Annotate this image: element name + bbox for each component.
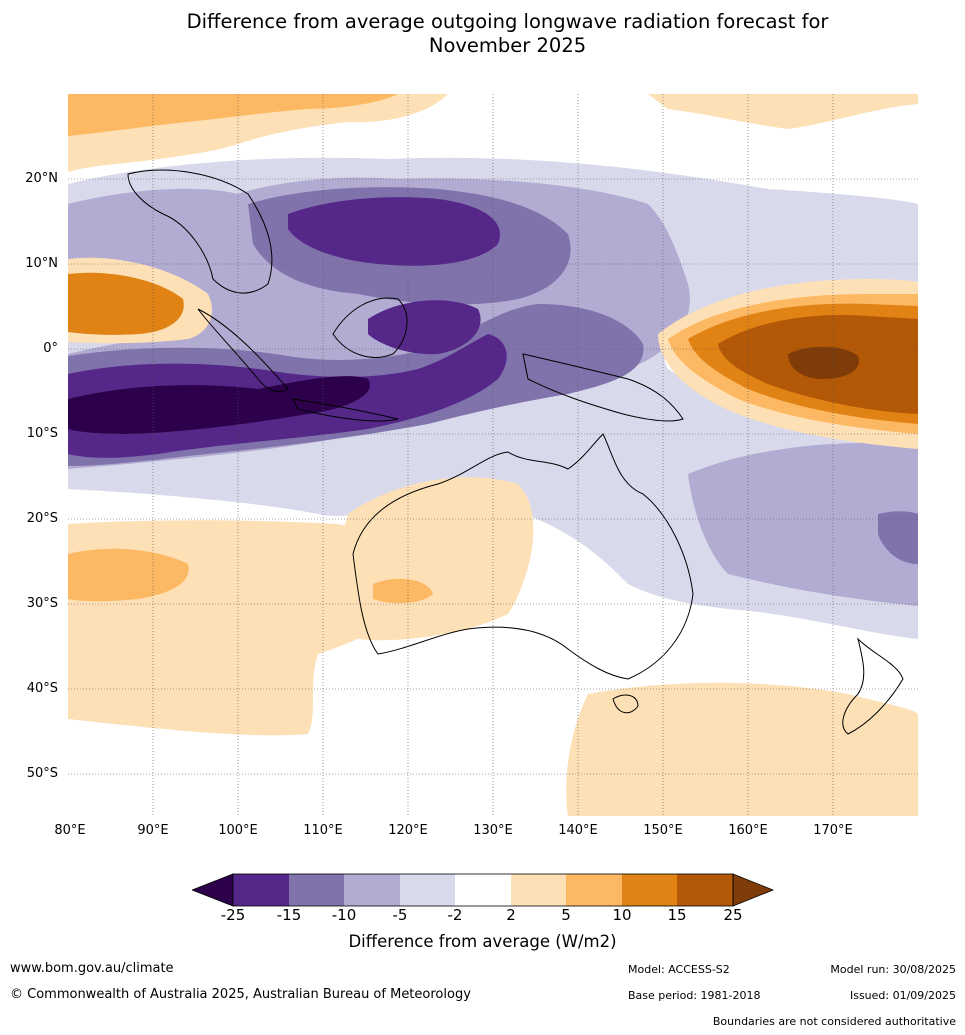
colorbar-tick-minus-5: -5: [392, 906, 408, 924]
map-title: Difference from average outgoing longwav…: [0, 10, 965, 58]
colorbar-segment-2-to-5: [511, 874, 566, 906]
anomaly-region-light-orange-wa: [339, 477, 534, 641]
colorbar: [192, 873, 774, 907]
sumatra-coastline: [197, 308, 289, 392]
footer-model-run: Model run: 30/08/2025: [830, 963, 956, 976]
colorbar-tick-5: 5: [561, 906, 571, 924]
colorbar-tick-10: 10: [612, 906, 632, 924]
lat-label-0: 0°: [43, 341, 58, 356]
colorbar-tick-minus-25: -25: [220, 906, 246, 924]
colorbar-tick-15: 15: [667, 906, 687, 924]
anomaly-region-medium-purple-south: [688, 442, 918, 606]
map-svg: [68, 94, 918, 816]
footer-base-period: Base period: 1981-2018: [628, 989, 761, 1002]
anomaly-region-darkest-brown-pacific: [788, 346, 859, 379]
colorbar-tick-minus-2: -2: [447, 906, 463, 924]
olr-anomaly-map: [68, 94, 918, 816]
colorbar-tick-2: 2: [506, 906, 516, 924]
anomaly-region-darkest-purple: [68, 376, 370, 434]
title-line-1: Difference from average outgoing longwav…: [186, 10, 829, 33]
title-line-2: November 2025: [428, 34, 587, 57]
anomaly-region-orange-bengal: [68, 272, 184, 335]
borneo-coastline: [332, 297, 408, 358]
lon-label-160e: 160°E: [728, 823, 768, 838]
colorbar-segment-minus-15-to-minus-10: [289, 874, 344, 906]
footer-issued: Issued: 01/09/2025: [849, 989, 956, 1002]
lat-label-40s: 40°S: [26, 681, 58, 696]
colorbar-segment-10-to-15: [622, 874, 677, 906]
new-zealand-coastline: [842, 637, 904, 735]
colorbar-segment-15-to-25: [677, 874, 733, 906]
colorbar-segment-minus-2-to-2: [455, 874, 511, 906]
footer-website-link[interactable]: www.bom.gov.au/climate: [10, 961, 174, 976]
lon-label-120e: 120°E: [388, 823, 428, 838]
anomaly-region-purple-se: [878, 511, 918, 564]
anomaly-region-deep-purple-central: [368, 300, 481, 355]
anomaly-region-orange-nw: [68, 94, 398, 136]
colorbar-segment-above-25: [732, 873, 774, 907]
lon-label-150e: 150°E: [643, 823, 683, 838]
lon-label-90e: 90°E: [137, 823, 169, 838]
anomaly-region-orange-indian: [68, 548, 189, 602]
colorbar-segment-minus-5-to-minus-2: [400, 874, 455, 906]
colorbar-tick-minus-15: -15: [276, 906, 302, 924]
anomaly-region-deep-purple-north: [288, 197, 500, 266]
lon-label-140e: 140°E: [558, 823, 598, 838]
graticule: [68, 94, 918, 816]
lat-label-50s: 50°S: [26, 766, 58, 781]
colorbar-segment-5-to-10: [566, 874, 622, 906]
lat-label-20s: 20°S: [26, 511, 58, 526]
indochina-coastline: [127, 169, 273, 294]
footer-disclaimer: Boundaries are not considered authoritat…: [712, 1015, 956, 1028]
lon-label-80e: 80°E: [54, 823, 86, 838]
lon-label-110e: 110°E: [303, 823, 343, 838]
footer-copyright: © Commonwealth of Australia 2025, Austra…: [10, 987, 471, 1002]
java-coastline: [292, 398, 399, 422]
lat-label-30s: 30°S: [26, 596, 58, 611]
anomaly-region-light-orange-ne: [648, 94, 918, 129]
lon-label-170e: 170°E: [813, 823, 853, 838]
colorbar-tick-minus-10: -10: [331, 906, 357, 924]
colorbar-segment-minus-25-to-minus-15: [233, 874, 289, 906]
lat-label-10n: 10°N: [25, 256, 58, 271]
australia-coastline: [352, 433, 694, 680]
new-guinea-coastline: [522, 353, 684, 422]
footer-model: Model: ACCESS-S2: [628, 963, 730, 976]
lon-label-100e: 100°E: [218, 823, 258, 838]
tasmania-coastline: [612, 694, 639, 714]
colorbar-outline: [232, 873, 734, 907]
lat-label-20n: 20°N: [25, 171, 58, 186]
lat-label-10s: 10°S: [26, 426, 58, 441]
anomaly-region-orange-wa: [373, 578, 433, 604]
anomaly-region-light-orange-tasman: [566, 682, 918, 816]
colorbar-segment-minus-10-to-minus-5: [344, 874, 400, 906]
lon-label-130e: 130°E: [473, 823, 513, 838]
colorbar-segment-below-minus-25: [192, 873, 234, 907]
colorbar-tick-25: 25: [723, 906, 743, 924]
colorbar-title: Difference from average (W/m2): [348, 932, 617, 951]
